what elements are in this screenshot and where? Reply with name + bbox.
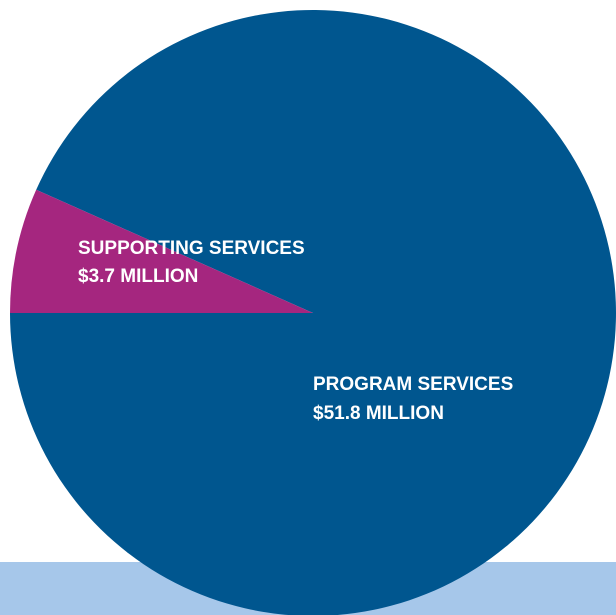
pie-slice-program-services [10, 10, 616, 615]
program-services-label: PROGRAM SERVICES [313, 374, 513, 395]
pie-slice-supporting-services [10, 189, 313, 313]
program-services-value: $51.8 MILLION [313, 403, 444, 424]
label-program-services: PROGRAM SERVICES $51.8 MILLION [313, 374, 513, 424]
supporting-services-label: SUPPORTING SERVICES [78, 238, 305, 259]
label-supporting-services: SUPPORTING SERVICES $3.7 MILLION [78, 238, 305, 287]
supporting-services-value: $3.7 MILLION [78, 266, 198, 287]
